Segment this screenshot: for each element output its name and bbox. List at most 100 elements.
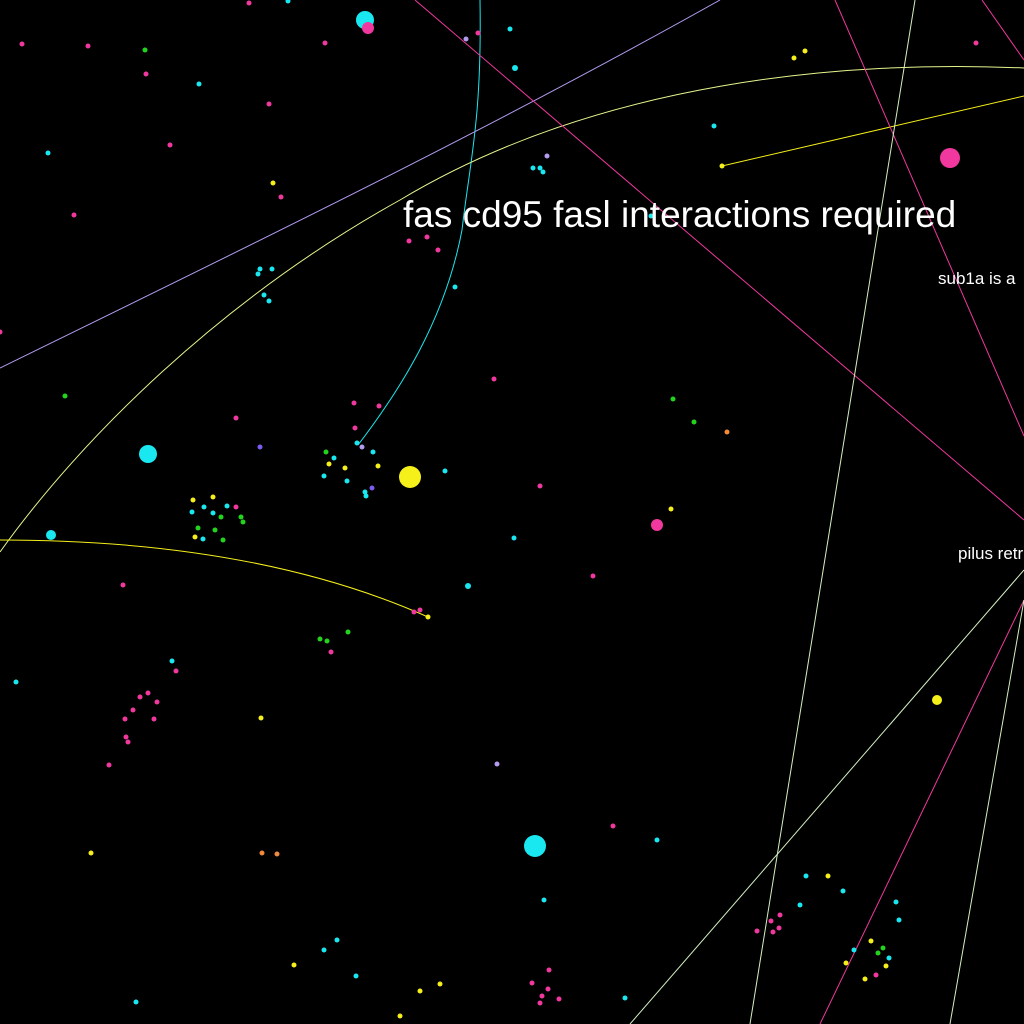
network-hub-node-8 [524,835,546,857]
network-node-97 [151,716,157,722]
network-hub-node-11 [465,583,471,589]
network-node-53 [344,478,350,484]
network-node-137 [556,996,562,1002]
network-node-19 [802,48,808,54]
network-node-120 [868,938,874,944]
network-edge-2 [0,0,721,369]
cluster-title-label: fas cd95 fasl interactions required [403,194,957,235]
network-hub-node-10 [512,65,518,71]
network-node-105 [88,850,94,856]
network-node-23 [544,153,550,159]
network-node-89 [169,658,175,664]
network-node-36 [452,284,458,290]
network-node-138 [537,1000,543,1006]
network-node-107 [274,851,280,857]
network-hub-node-5 [399,466,421,488]
network-node-134 [529,980,535,986]
network-node-32 [255,271,261,277]
network-node-125 [843,960,849,966]
network-node-31 [257,266,263,272]
network-node-90 [173,668,179,674]
network-node-45 [354,440,360,446]
network-node-109 [803,873,809,879]
network-node-102 [494,761,500,767]
network-node-1 [19,41,25,47]
network-node-96 [122,716,128,722]
network-hub-node-9 [932,695,942,705]
network-node-39 [491,376,497,382]
network-node-86 [317,636,323,642]
network-node-74 [218,514,224,520]
network-node-82 [411,609,417,615]
network-node-83 [417,607,423,613]
network-node-132 [353,973,359,979]
network-node-7 [322,40,328,46]
network-node-87 [324,638,330,644]
network-node-50 [326,461,332,467]
network-node-15 [270,180,276,186]
network-node-85 [345,629,351,635]
network-node-93 [145,690,151,696]
network-node-29 [424,234,430,240]
network-node-21 [711,123,717,129]
network-node-84 [425,614,431,620]
network-node-91 [13,679,19,685]
network-node-115 [776,925,782,931]
network-node-25 [537,165,543,171]
network-node-10 [507,26,513,32]
network-node-95 [130,707,136,713]
network-node-58 [442,468,448,474]
network-hub-node-7 [46,530,56,540]
network-node-49 [331,455,337,461]
network-node-66 [120,582,126,588]
network-node-124 [886,955,892,961]
network-edge-12 [629,569,1024,1024]
network-node-5 [246,0,252,6]
network-node-81 [220,537,226,543]
network-edge-11 [949,599,1024,1024]
network-node-16 [278,194,284,200]
network-node-63 [668,506,674,512]
network-node-65 [590,573,596,579]
network-node-79 [192,534,198,540]
network-edge-4 [721,95,1024,167]
network-node-114 [768,918,774,924]
network-node-111 [840,888,846,894]
network-node-30 [435,247,441,253]
network-node-92 [137,694,143,700]
network-node-101 [258,715,264,721]
network-node-78 [212,527,218,533]
network-node-136 [539,993,545,999]
network-node-123 [875,950,881,956]
network-node-41 [376,403,382,409]
network-node-33 [269,266,275,272]
network-hub-node-3 [940,148,960,168]
network-node-80 [200,536,206,542]
network-node-40 [351,400,357,406]
network-node-88 [328,649,334,655]
network-node-130 [321,947,327,953]
network-node-60 [691,419,697,425]
network-node-17 [71,212,77,218]
network-node-18 [791,55,797,61]
network-node-143 [133,999,139,1005]
network-node-51 [321,473,327,479]
network-node-4 [143,71,149,77]
network-node-42 [352,425,358,431]
network-node-100 [106,762,112,768]
network-node-3 [142,47,148,53]
network-node-47 [370,449,376,455]
network-node-34 [261,292,267,298]
network-node-76 [240,519,246,525]
network-node-24 [530,165,536,171]
network-node-104 [654,837,660,843]
network-edge-8 [981,0,1024,61]
node-layer [0,0,979,1019]
network-node-73 [210,510,216,516]
network-node-71 [233,504,239,510]
network-edge-7 [834,0,1024,437]
network-node-108 [541,897,547,903]
